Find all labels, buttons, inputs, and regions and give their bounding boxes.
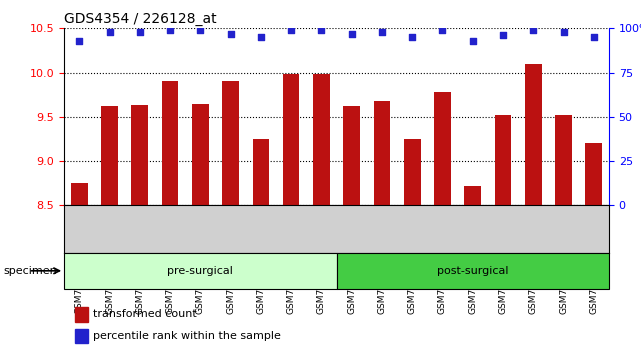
Point: [407, 34, 417, 40]
Text: GDS4354 / 226128_at: GDS4354 / 226128_at: [64, 12, 217, 26]
Bar: [465, 186, 481, 205]
Bar: [75, 307, 88, 321]
Bar: [313, 74, 329, 205]
Bar: [192, 103, 208, 205]
Bar: [434, 92, 451, 205]
Bar: [344, 106, 360, 205]
Text: pre-surgical: pre-surgical: [167, 266, 233, 276]
Point: [377, 29, 387, 35]
Point: [437, 27, 447, 33]
Bar: [404, 139, 420, 205]
Point: [528, 27, 538, 33]
Point: [135, 29, 145, 35]
Bar: [253, 139, 269, 205]
Point: [104, 29, 115, 35]
Bar: [101, 106, 118, 205]
Bar: [131, 105, 148, 205]
Point: [226, 31, 236, 36]
Text: transformed count: transformed count: [93, 309, 197, 319]
Bar: [162, 81, 178, 205]
Point: [347, 31, 357, 36]
Point: [467, 38, 478, 44]
Bar: [337, 253, 609, 289]
Bar: [75, 329, 88, 343]
Point: [588, 34, 599, 40]
Bar: [71, 183, 88, 205]
Text: post-surgical: post-surgical: [437, 266, 508, 276]
Bar: [525, 64, 542, 205]
Bar: [495, 115, 512, 205]
Point: [558, 29, 569, 35]
Point: [165, 27, 175, 33]
Point: [286, 27, 296, 33]
Bar: [283, 74, 299, 205]
Bar: [64, 253, 337, 289]
Point: [74, 38, 85, 44]
Bar: [374, 101, 390, 205]
Bar: [555, 115, 572, 205]
Bar: [222, 81, 239, 205]
Text: percentile rank within the sample: percentile rank within the sample: [93, 331, 281, 341]
Point: [316, 27, 326, 33]
Point: [195, 27, 205, 33]
Point: [498, 33, 508, 38]
Point: [256, 34, 266, 40]
Bar: [585, 143, 602, 205]
Text: specimen: specimen: [3, 266, 57, 276]
